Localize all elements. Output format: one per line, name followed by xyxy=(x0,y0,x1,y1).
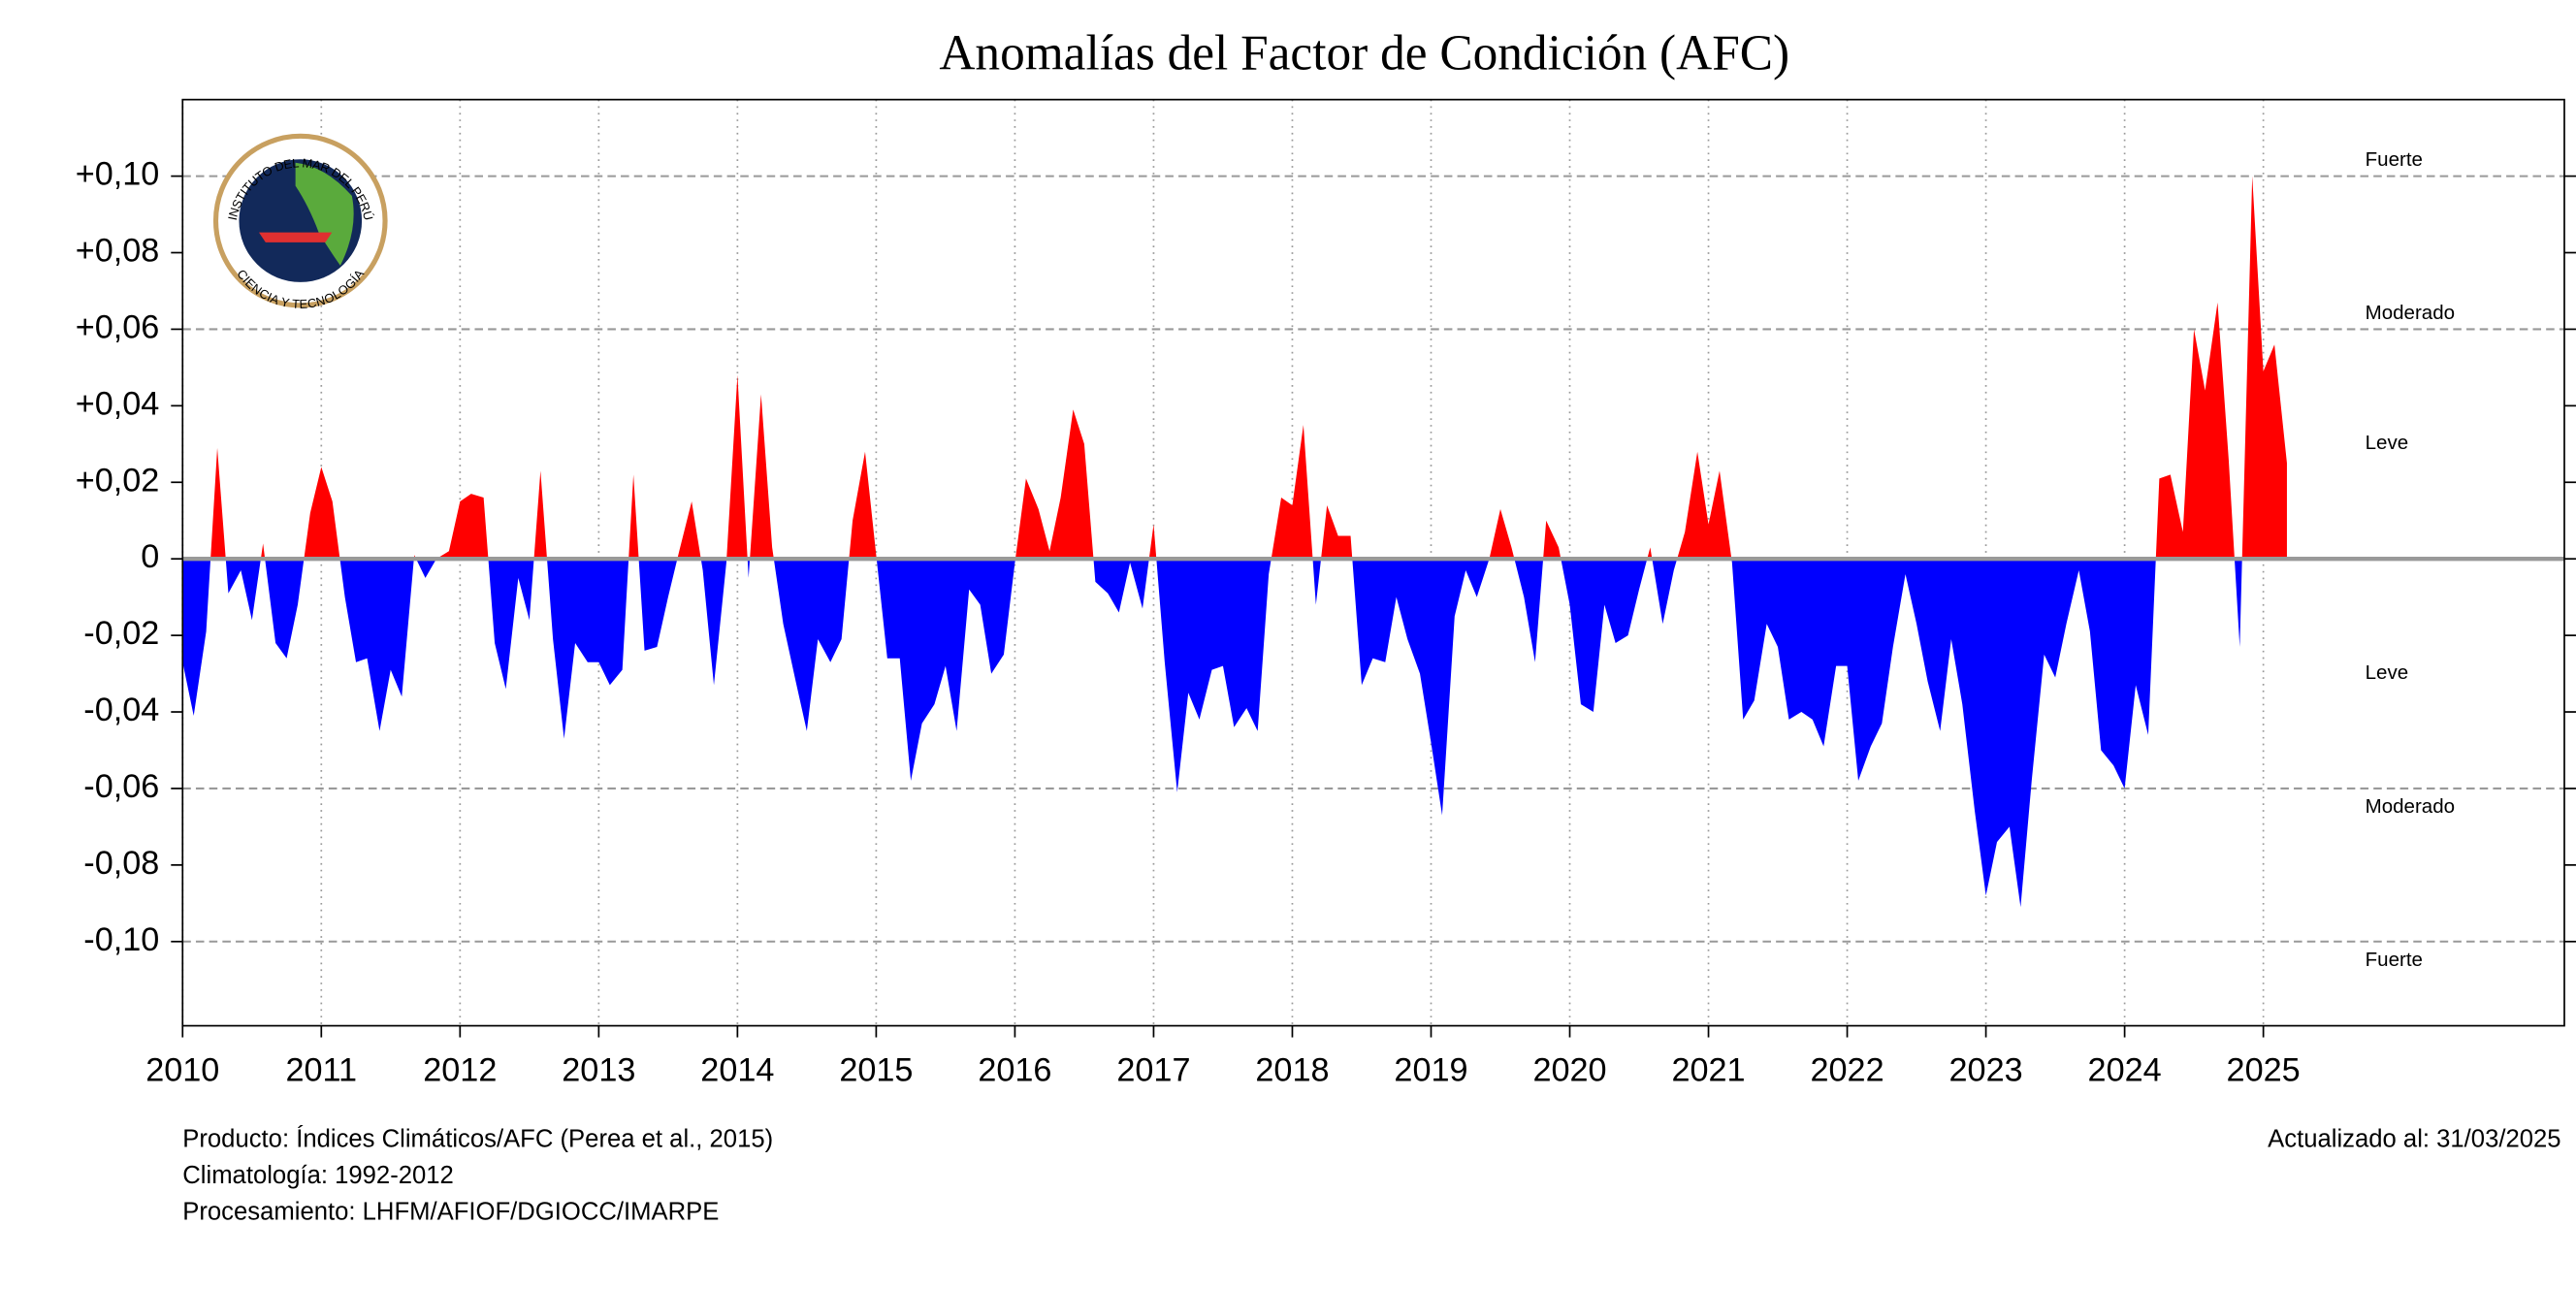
logo-map xyxy=(295,162,354,266)
logo: INSTITUTO DEL MAR DEL PERÚ CIENCIA Y TEC… xyxy=(212,133,388,311)
area-negative xyxy=(182,559,2242,908)
footnote: Climatología: 1992-2012 xyxy=(182,1162,454,1189)
band-label: Moderado xyxy=(2366,302,2455,324)
x-tick-label: 2021 xyxy=(1671,1052,1745,1089)
y-tick-label: -0,10 xyxy=(83,921,159,958)
x-tick-label: 2017 xyxy=(1116,1052,1190,1089)
footnote: Producto: Índices Climáticos/AFC (Perea … xyxy=(182,1124,773,1152)
x-tick-label: 2023 xyxy=(1949,1052,2023,1089)
x-tick-label: 2020 xyxy=(1532,1052,1606,1089)
y-tick-label: +0,04 xyxy=(76,385,160,422)
x-tick-label: 2025 xyxy=(2227,1052,2301,1089)
band-label: Leve xyxy=(2366,432,2409,454)
band-label: Fuerte xyxy=(2366,949,2423,971)
x-tick-label: 2018 xyxy=(1255,1052,1329,1089)
y-tick-label: -0,04 xyxy=(83,692,159,728)
x-tick-label: 2014 xyxy=(700,1052,774,1089)
band-label: Fuerte xyxy=(2366,148,2423,171)
band-label: Leve xyxy=(2366,661,2409,684)
x-tick-label: 2011 xyxy=(285,1052,357,1089)
x-tick-label: 2012 xyxy=(423,1052,497,1089)
x-tick-label: 2013 xyxy=(562,1052,635,1089)
chart-title: Anomalías del Factor de Condición (AFC) xyxy=(939,26,1789,81)
plot-frame xyxy=(181,98,2565,1027)
band-label: Moderado xyxy=(2366,795,2455,818)
y-tick-label: -0,08 xyxy=(83,845,159,882)
x-tick-label: 2015 xyxy=(839,1052,913,1089)
y-tick-label: +0,02 xyxy=(76,462,160,499)
area-positive xyxy=(182,176,2287,560)
y-tick-label: +0,10 xyxy=(76,156,160,193)
y-tick-label: +0,06 xyxy=(76,308,160,345)
footnote: Procesamiento: LHFM/AFIOF/DGIOCC/IMARPE xyxy=(182,1199,719,1226)
x-tick-label: 2022 xyxy=(1810,1052,1884,1089)
x-tick-label: 2010 xyxy=(145,1052,219,1089)
x-tick-label: 2019 xyxy=(1394,1052,1467,1089)
y-tick-label: -0,06 xyxy=(83,768,159,805)
y-tick-label: +0,08 xyxy=(76,233,160,270)
x-tick-label: 2016 xyxy=(978,1052,1051,1089)
logo-ship xyxy=(258,232,333,242)
x-tick-label: 2024 xyxy=(2088,1052,2162,1089)
y-tick-label: 0 xyxy=(141,538,159,575)
updated-date: Actualizado al: 31/03/2025 xyxy=(2268,1125,2560,1152)
y-tick-label: -0,02 xyxy=(83,615,159,652)
